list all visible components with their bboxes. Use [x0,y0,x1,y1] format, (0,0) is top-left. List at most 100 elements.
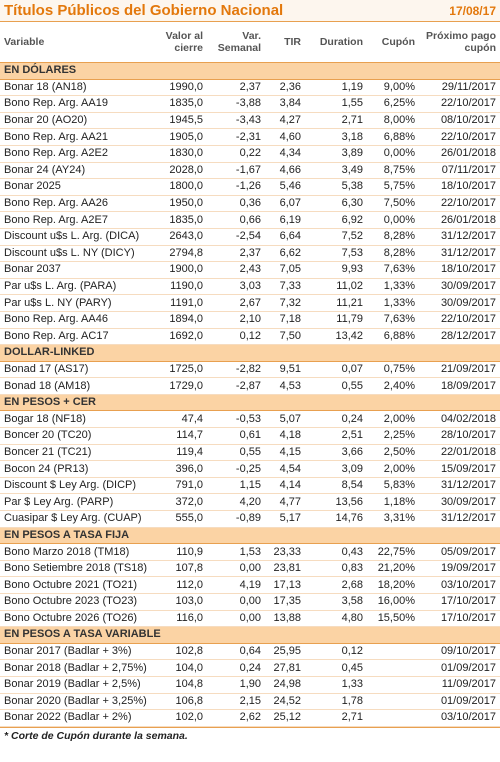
data-row: Bono Rep. Arg. A2E7 1835,0 0,66 6,19 6,92 0,0… [0,211,500,229]
data-row: Discount u$s L. Arg. (DICA) 2643,0 -2,54 6,… [0,228,500,246]
data-row: Bonad 17 (AS17) 1725,0 -2,82 9,51 0,07 0,75% 2… [0,361,500,379]
cell: 11,21 [305,294,367,312]
cell: 31/12/2017 [419,477,500,495]
cell: 112,0 [152,576,207,594]
cell: 8,28% [367,245,419,263]
cell: 1,78 [305,693,367,711]
cell: 9,51 [265,361,305,379]
data-row: Boncer 21 (TC21) 119,4 0,55 4,15 3,66 2,50% 22… [0,444,500,462]
cell: Bonad 18 (AM18) [0,377,152,395]
cell: 15,50% [367,610,419,628]
data-row: Bono Rep. Arg. AA19 1835,0 -3,88 3,84 1,55 6,… [0,95,500,113]
section-title: EN DÓLARES [0,62,500,80]
cell: 4,80 [305,610,367,628]
cell: 0,36 [207,195,265,213]
cell: Discount $ Ley Arg. (DICP) [0,477,152,495]
cell: Par u$s L. Arg. (PARA) [0,278,152,296]
cell [367,643,419,661]
cell [367,709,419,727]
cell: 1945,5 [152,112,207,130]
cell: 2,51 [305,427,367,445]
cell: 8,28% [367,228,419,246]
cell: Boncer 20 (TC20) [0,427,152,445]
cell: 03/10/2017 [419,709,500,727]
cell: 2,00% [367,460,419,478]
cell: 6,64 [265,228,305,246]
cell: Discount u$s L. Arg. (DICA) [0,228,152,246]
cell: 17,35 [265,593,305,611]
cell: 103,0 [152,593,207,611]
cell: 1835,0 [152,95,207,113]
cell: 8,00% [367,112,419,130]
cell: 1,15 [207,477,265,495]
cell: 6,88% [367,328,419,346]
cell: 9,00% [367,79,419,97]
cell: 30/09/2017 [419,294,500,312]
cell: Bono Octubre 2021 (TO21) [0,576,152,594]
cell: 1990,0 [152,79,207,97]
cell: 0,00% [367,145,419,163]
cell: 3,18 [305,128,367,146]
cell: 3,49 [305,162,367,180]
cell: 18/09/2017 [419,377,500,395]
cell: 2,00% [367,410,419,429]
cell: 25,12 [265,709,305,727]
cell: 26/01/2018 [419,145,500,163]
cell: Bono Marzo 2018 (TM18) [0,543,152,561]
cell: 21/09/2017 [419,361,500,379]
cell: 2,36 [265,79,305,97]
cell: 2794,8 [152,245,207,263]
cell: 2,15 [207,693,265,711]
column-header: Cupón [367,22,419,63]
cell: 1,33% [367,294,419,312]
cell: 5,46 [265,178,305,196]
cell: Discount u$s L. NY (DICY) [0,245,152,263]
cell: 0,00 [207,610,265,628]
cell: 13,88 [265,610,305,628]
data-row: Bonar 18 (AN18) 1990,0 2,37 2,36 1,19 9,00% 29… [0,79,500,97]
cell: 107,8 [152,560,207,578]
cell: 1,18% [367,493,419,512]
cell: 31/12/2017 [419,228,500,246]
cell: 0,00% [367,211,419,229]
cell: 5,83% [367,477,419,495]
cell: 3,09 [305,460,367,478]
data-row: Bono Rep. Arg. AA26 1950,0 0,36 6,07 6,30 7,5… [0,195,500,213]
cell: 1830,0 [152,145,207,163]
cell: Bonar 2017 (Badlar + 3%) [0,643,152,661]
cell: 1,53 [207,543,265,561]
cell: 18/10/2017 [419,261,500,279]
title-bar: Títulos Públicos del Gobierno Nacional 1… [0,0,500,22]
data-row: Bono Setiembre 2018 (TS18) 107,8 0,00 23,81… [0,560,500,578]
cell: 104,0 [152,659,207,677]
cell: 1191,0 [152,294,207,312]
cell: Bono Rep. Arg. AA19 [0,95,152,113]
cell: Bonar 2025 [0,178,152,196]
cell: 5,38 [305,178,367,196]
cell: 05/09/2017 [419,543,500,561]
cell: 7,63% [367,311,419,329]
cell: 4,20 [207,493,265,512]
date: 17/08/17 [449,3,496,18]
data-row: Bonar 2017 (Badlar + 3%) 102,8 0,64 25,95 0,… [0,643,500,661]
cell: 104,8 [152,676,207,694]
column-header: Duration [305,22,367,63]
cell: 13,56 [305,493,367,512]
cell: 1692,0 [152,328,207,346]
cell: 1800,0 [152,178,207,196]
data-row: Bono Marzo 2018 (TM18) 110,9 1,53 23,33 0,43… [0,543,500,561]
cell: 7,32 [265,294,305,312]
data-row: Bocon 24 (PR13) 396,0 -0,25 4,54 3,09 2,00% 15… [0,460,500,478]
column-header: Próximo pago cupón [419,22,500,63]
cell: 119,4 [152,444,207,462]
cell: 3,31% [367,510,419,528]
cell: 07/11/2017 [419,162,500,180]
cell: 8,75% [367,162,419,180]
data-row: Bono Octubre 2023 (TO23) 103,0 0,00 17,35 3,… [0,593,500,611]
cell: Bono Rep. Arg. AA26 [0,195,152,213]
cell: 0,43 [305,543,367,561]
data-row: Bonar 2020 (Badlar + 3,25%) 106,8 2,15 24,5… [0,693,500,711]
cell: 21,20% [367,560,419,578]
cell: 4,19 [207,576,265,594]
cell: 1894,0 [152,311,207,329]
